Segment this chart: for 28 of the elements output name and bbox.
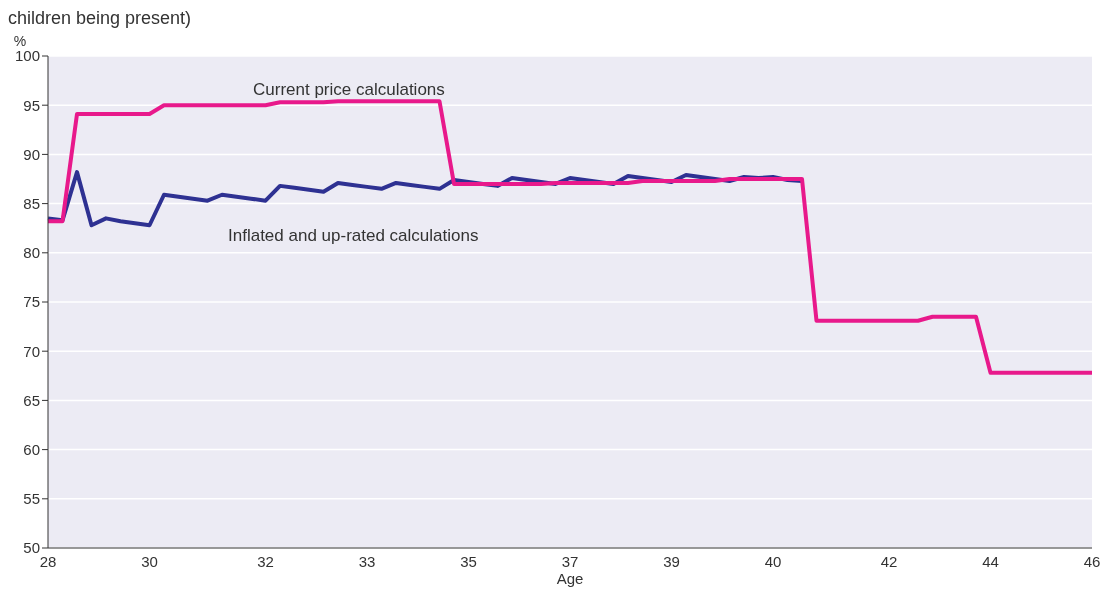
x-tick-label: 32	[257, 552, 274, 570]
y-tick-label: 80	[23, 244, 40, 262]
x-tick-label: 33	[358, 552, 376, 570]
series-label: Current price calculations	[253, 80, 445, 100]
x-tick-label: 39	[663, 552, 680, 570]
line-series	[46, 99, 1094, 375]
y-tick-label: 85	[23, 194, 40, 212]
y-axis-title: %	[13, 33, 27, 49]
y-tick-label: 95	[23, 96, 40, 114]
x-tick-label: 35	[460, 552, 477, 570]
x-tick-label: 37	[561, 552, 579, 570]
y-tick-label: 50	[23, 539, 40, 557]
y-tick-label: 100	[14, 47, 40, 65]
y-tick-label: 65	[23, 391, 40, 409]
x-tick-label: 30	[141, 552, 158, 570]
x-tick-label: 46	[1083, 552, 1101, 570]
y-tick-label: 55	[23, 490, 40, 508]
x-tick-label: 44	[982, 552, 999, 570]
x-axis-title: Age	[556, 570, 584, 587]
y-tick-label: 60	[23, 440, 40, 458]
x-tick-label: 40	[764, 552, 782, 570]
y-tick-label: 70	[23, 342, 40, 360]
x-tick-label: 28	[39, 552, 57, 570]
series-label: Inflated and up-rated calculations	[228, 226, 479, 246]
x-tick-label: 42	[880, 552, 898, 570]
y-tick-label: 90	[23, 145, 40, 163]
chart-title: children being present)	[8, 8, 193, 30]
y-tick-label: 75	[23, 293, 40, 311]
